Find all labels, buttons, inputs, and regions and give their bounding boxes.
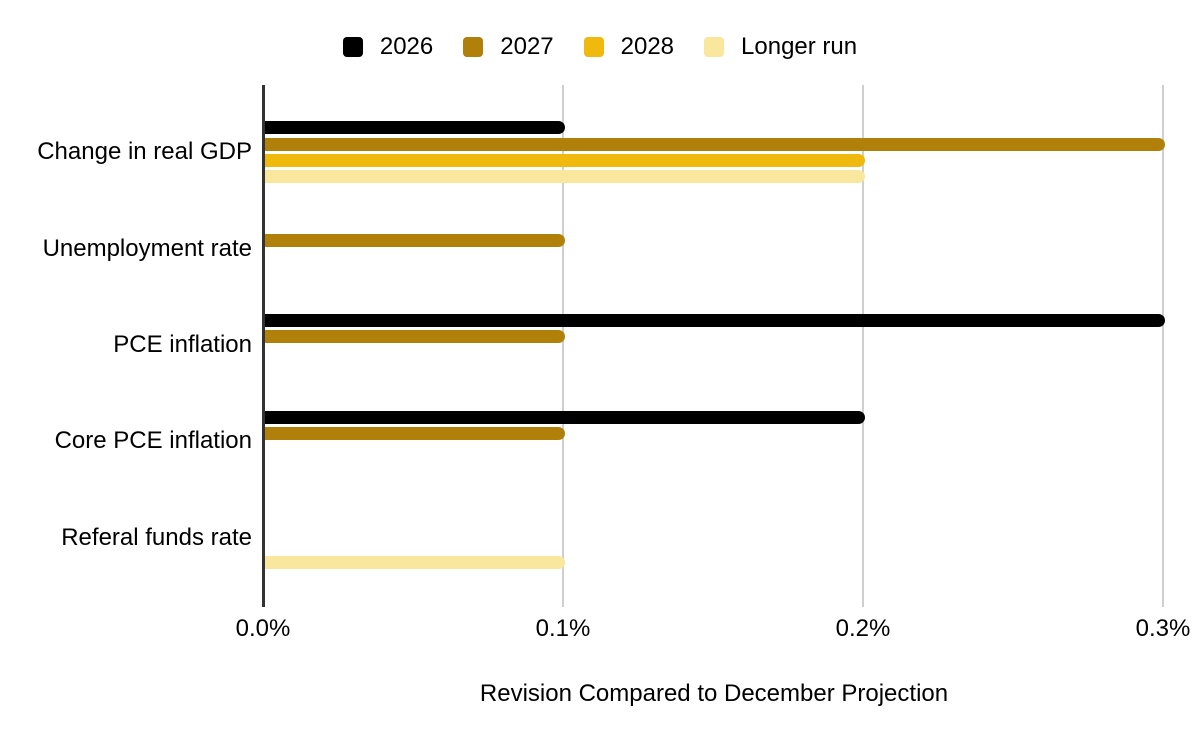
- category-label: Referal funds rate: [61, 523, 252, 551]
- legend-label: 2027: [500, 33, 554, 60]
- x-tick-label: 0.1%: [535, 615, 591, 642]
- legend-swatch-icon: [463, 37, 484, 57]
- category-label: Core PCE inflation: [54, 427, 252, 455]
- bar-group-4: [265, 393, 1195, 490]
- bar-group-1: [265, 104, 1195, 201]
- bar-2026[interactable]: [265, 314, 1165, 328]
- legend-label: Longer run: [741, 33, 858, 60]
- category-label: PCE inflation: [113, 331, 252, 358]
- x-tick-label: 0.2%: [835, 615, 891, 642]
- bar-2027[interactable]: [265, 137, 1165, 151]
- legend: 2026 2027 2028 Longer run: [0, 32, 1200, 62]
- legend-swatch-icon: [583, 37, 604, 57]
- bar-2027[interactable]: [265, 426, 565, 440]
- legend-label: 2028: [620, 33, 675, 60]
- legend-item-2028[interactable]: 2028: [583, 33, 675, 61]
- x-axis-title: Revision Compared to December Projection: [479, 680, 949, 707]
- legend-item-2027[interactable]: 2027: [463, 33, 554, 61]
- bar-2028[interactable]: [265, 154, 865, 167]
- bar-group-5: [265, 490, 1195, 587]
- bar-group-2: [265, 200, 1195, 297]
- category-label: Unemployment rate: [42, 234, 252, 262]
- legend-swatch-icon: [342, 37, 363, 57]
- legend-item-2026[interactable]: 2026: [342, 33, 434, 61]
- legend-swatch-icon: [704, 37, 725, 57]
- bar-2027[interactable]: [265, 330, 565, 344]
- bar-longer-run[interactable]: [265, 170, 865, 184]
- category-label: Change in real GDP: [37, 138, 252, 166]
- bar-longer-run[interactable]: [265, 555, 565, 569]
- y-axis-line: [262, 85, 265, 607]
- bar-group-3: [265, 297, 1195, 394]
- gridline: [1162, 85, 1164, 607]
- x-tick-label: 0.0%: [235, 615, 291, 642]
- legend-item-longer-run[interactable]: Longer run: [704, 33, 857, 61]
- x-tick-label: 0.3%: [1135, 615, 1191, 642]
- bar-2026[interactable]: [265, 410, 865, 424]
- gridline: [862, 85, 864, 607]
- legend-label: 2026: [379, 33, 434, 60]
- gridline: [562, 85, 564, 607]
- bar-2026[interactable]: [265, 121, 565, 135]
- bar-2027[interactable]: [265, 234, 565, 248]
